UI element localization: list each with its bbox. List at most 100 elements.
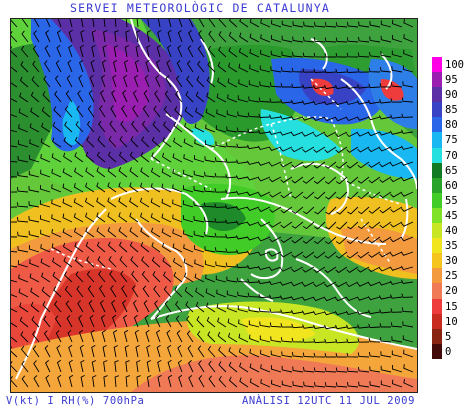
wind-barb: [206, 76, 216, 88]
wind-barb: [291, 67, 304, 73]
wind-barb: [161, 228, 172, 238]
wind-barb: [403, 378, 414, 388]
border: [340, 178, 402, 205]
wind-barb: [238, 47, 249, 58]
wind-barb: [188, 19, 194, 28]
wind-barb: [54, 315, 62, 328]
wind-barb: [367, 296, 381, 301]
wind-barb: [140, 151, 150, 163]
wind-barb: [28, 245, 40, 253]
wind-barb: [205, 124, 216, 133]
wind-barb: [248, 80, 260, 88]
legend-swatch: [432, 268, 442, 284]
wind-barb: [198, 360, 205, 373]
legend-swatch: [432, 102, 442, 118]
wind-barb: [45, 19, 51, 28]
wind-barb: [335, 338, 348, 344]
wind-barb: [403, 34, 414, 43]
wind-barb: [323, 311, 337, 316]
wind-barb: [45, 374, 51, 388]
wind-barb: [99, 300, 106, 313]
wind-barb: [33, 360, 40, 373]
wind-barb: [390, 280, 403, 285]
legend-step: 25: [432, 268, 474, 284]
wind-barb: [357, 251, 370, 259]
wind-barb: [346, 68, 359, 73]
wind-barb: [11, 322, 18, 328]
wind-barb: [20, 345, 29, 358]
wind-barb: [74, 242, 84, 253]
wind-barb: [313, 324, 326, 329]
legend-step: 5: [432, 328, 474, 344]
wind-barb: [228, 47, 238, 58]
wind-barb: [85, 182, 95, 193]
wind-barb: [161, 183, 172, 193]
wind-barb: [193, 201, 205, 208]
legend-swatch: [432, 117, 442, 133]
wind-barb: [379, 82, 392, 88]
wind-barb: [153, 105, 161, 118]
wind-barb: [280, 176, 293, 183]
wind-barb: [280, 99, 293, 104]
wind-barb: [303, 381, 315, 388]
wind-barb: [150, 213, 161, 223]
wind-barb: [65, 300, 73, 313]
wind-barb: [335, 251, 348, 259]
wind-barb: [239, 19, 249, 28]
wind-barb: [390, 322, 403, 328]
wind-barb: [182, 215, 194, 223]
wind-barb: [392, 379, 403, 388]
wind-barb: [368, 266, 381, 273]
wind-barb: [214, 188, 227, 193]
wind-barb: [207, 345, 216, 358]
wind-barb: [313, 266, 326, 273]
wind-barb: [68, 359, 73, 373]
wind-barb: [41, 122, 51, 133]
wind-barb: [100, 314, 106, 328]
wind-barb: [238, 63, 249, 73]
wind-barb: [146, 45, 151, 58]
wind-barb: [112, 314, 117, 328]
wind-barb: [80, 374, 85, 388]
wind-barb: [380, 35, 392, 43]
wind-barb: [68, 374, 74, 388]
wind-barb: [346, 21, 359, 28]
wind-barb: [247, 250, 260, 255]
wind-barb: [79, 344, 84, 358]
wind-barb: [313, 382, 326, 388]
wind-barb: [401, 265, 414, 271]
wind-barb: [378, 131, 392, 136]
wind-barb: [246, 221, 260, 226]
legend-label: 20: [445, 285, 458, 298]
wind-barb: [163, 285, 172, 298]
wind-barb: [11, 206, 18, 208]
wind-barb: [194, 259, 205, 268]
wind-barb: [101, 329, 107, 343]
wind-barb: [258, 129, 271, 134]
wind-barb: [119, 256, 128, 268]
wind-barb: [214, 172, 227, 178]
wind-barb: [11, 129, 18, 133]
wind-barb: [19, 302, 29, 313]
wind-barb: [290, 131, 304, 137]
wind-barb: [205, 288, 216, 298]
wind-barb: [118, 212, 128, 223]
wind-barb: [41, 106, 51, 118]
wind-barb: [235, 205, 249, 211]
wind-barb: [186, 330, 194, 343]
wind-barb: [87, 285, 95, 298]
wind-barb: [280, 266, 293, 272]
wind-barb: [247, 160, 260, 165]
wind-barb: [41, 272, 51, 283]
wind-barb: [401, 307, 414, 313]
wind-barb: [368, 309, 381, 315]
wind-barb: [85, 151, 95, 163]
wind-barb: [113, 345, 118, 358]
wind-barb: [92, 375, 97, 388]
wind-barb: [368, 176, 381, 184]
wind-barb: [324, 146, 337, 154]
wind-barb: [204, 156, 216, 163]
wind-barb: [62, 228, 73, 238]
wind-barb: [121, 285, 128, 298]
wind-barb: [114, 30, 119, 43]
